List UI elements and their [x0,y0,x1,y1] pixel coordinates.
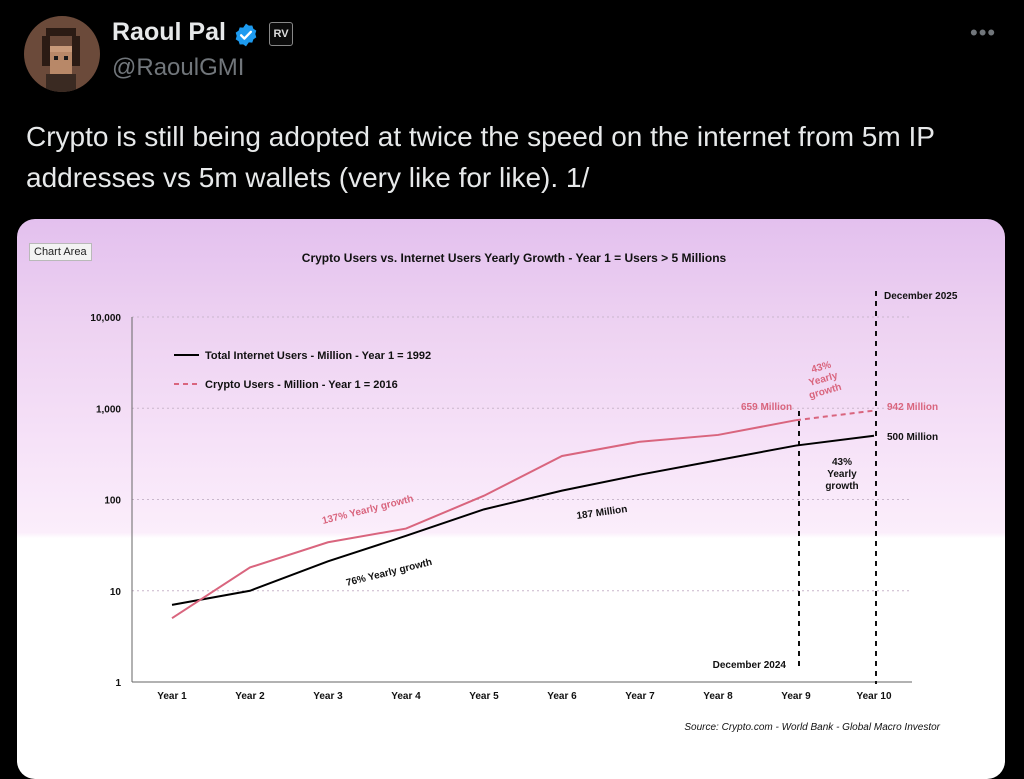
legend-label-internet: Total Internet Users - Million - Year 1 … [205,350,431,362]
x-tick-label: Year 6 [547,691,577,702]
chart-area-label: Chart Area [29,243,92,261]
annotation-internet-proj-growth: 43% [832,457,852,468]
rv-badge[interactable]: RV [269,22,293,46]
x-tick-label: Year 7 [625,691,655,702]
chart: Crypto Users vs. Internet Users Yearly G… [90,251,958,733]
more-horizontal-icon[interactable]: ••• [970,20,997,45]
x-tick-label: Year 2 [235,691,265,702]
series-line-crypto-projected [795,409,875,422]
annotation-crypto-proj-growth: 43% [810,360,832,376]
x-tick-label: Year 10 [856,691,891,702]
series-line-internet [171,434,875,606]
x-tick-label: Year 8 [703,691,733,702]
verified-check-icon [235,23,257,47]
x-tick-label: Year 3 [313,691,343,702]
y-tick-label: 100 [104,496,121,507]
x-tick-label: Year 5 [469,691,499,702]
annotation-crypto-end: 942 Million [887,402,938,413]
series-line-crypto [171,419,797,620]
y-tick-label: 10,000 [90,313,121,324]
annotation-internet-end: 500 Million [887,432,938,443]
annotation-crypto-growth: 137% Yearly growth [321,494,415,527]
chart-title: Crypto Users vs. Internet Users Yearly G… [302,251,727,265]
legend-label-crypto: Crypto Users - Million - Year 1 = 2016 [205,379,398,391]
x-tick-label: Year 1 [157,691,187,702]
annotation-dec-2025: December 2025 [884,291,958,302]
x-tick-label: Year 9 [781,691,811,702]
annotation-internet-proj-growth: growth [825,481,858,492]
annotation-internet-growth: 76% Yearly growth [345,557,433,589]
author-name[interactable]: Raoul Pal [112,18,226,46]
y-tick-label: 1,000 [96,404,121,415]
y-tick-label: 1 [115,678,121,689]
annotation-internet-proj-growth: Yearly [827,469,857,480]
annotation-crypto-y9: 659 Million [741,402,792,413]
x-tick-label: Year 4 [391,691,421,702]
y-tick-label: 10 [110,587,122,598]
annotation-dec-2024: December 2024 [713,660,787,671]
chart-source: Source: Crypto.com - World Bank - Global… [684,722,940,733]
tweet-image[interactable]: Chart Area Crypto Users vs. Internet Use… [17,219,1005,779]
tweet-text: Crypto is still being adopted at twice t… [26,121,935,193]
annotation-internet-mid: 187 Million [576,504,628,522]
author-handle[interactable]: @RaoulGMI [112,54,245,81]
avatar[interactable] [24,16,100,92]
